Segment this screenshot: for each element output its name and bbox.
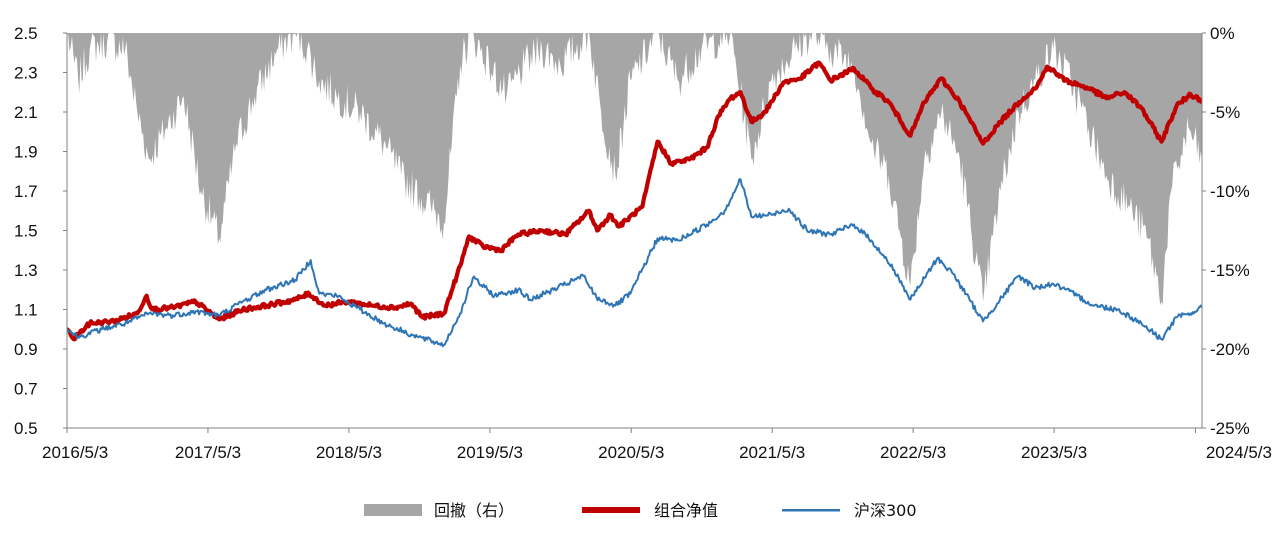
legend-swatch-drawdown: [364, 504, 422, 516]
left-tick-label: 1.7: [14, 182, 38, 201]
portfolio-nav-line: [67, 60, 1202, 342]
right-tick-label: -10%: [1210, 182, 1250, 201]
left-tick-label: 2.3: [14, 64, 38, 83]
left-tick-label: 2.1: [14, 103, 38, 122]
left-tick-label: 2.5: [14, 24, 38, 43]
legend: 回撤（右） 组合净值 沪深300: [364, 501, 917, 520]
x-tick-label: 2021/5/3: [739, 443, 805, 462]
x-tick-label: 2019/5/3: [457, 443, 523, 462]
x-tick-label: 2024/5/3: [1206, 443, 1272, 462]
right-tick-label: -25%: [1210, 419, 1250, 438]
x-tick-label: 2020/5/3: [598, 443, 664, 462]
legend-swatch-portfolio-nav: [582, 507, 640, 513]
x-tick-label: 2016/5/3: [42, 443, 108, 462]
right-tick-label: -20%: [1210, 340, 1250, 359]
left-tick-label: 1.5: [14, 222, 38, 241]
legend-swatch-csi300: [782, 509, 840, 512]
csi300-line: [67, 178, 1202, 348]
left-tick-label: 0.7: [14, 380, 38, 399]
legend-label-csi300: 沪深300: [854, 501, 917, 520]
legend-label-drawdown: 回撤（右）: [434, 501, 514, 520]
x-tick-label: 2018/5/3: [316, 443, 382, 462]
drawdown-area-layer: [67, 33, 1202, 306]
left-tick-label: 1.1: [14, 301, 38, 320]
left-tick-label: 1.3: [14, 261, 38, 280]
line-layer: [67, 60, 1202, 348]
x-tick-label: 2023/5/3: [1021, 443, 1087, 462]
right-tick-label: 0%: [1210, 24, 1235, 43]
x-tick-label: 2017/5/3: [175, 443, 241, 462]
right-tick-label: -5%: [1210, 103, 1240, 122]
drawdown-area: [67, 33, 1202, 306]
left-tick-label: 1.9: [14, 143, 38, 162]
left-tick-label: 0.9: [14, 340, 38, 359]
left-tick-label: 0.5: [14, 419, 38, 438]
x-tick-label: 2022/5/3: [880, 443, 946, 462]
axes-layer: 2.5 2.3 2.1 1.9 1.7 1.5 1.3 1.1 0.9 0.7 0.5 0% -5% -1…: [14, 24, 1272, 462]
right-tick-label: -15%: [1210, 261, 1250, 280]
legend-label-portfolio-nav: 组合净值: [654, 501, 718, 520]
